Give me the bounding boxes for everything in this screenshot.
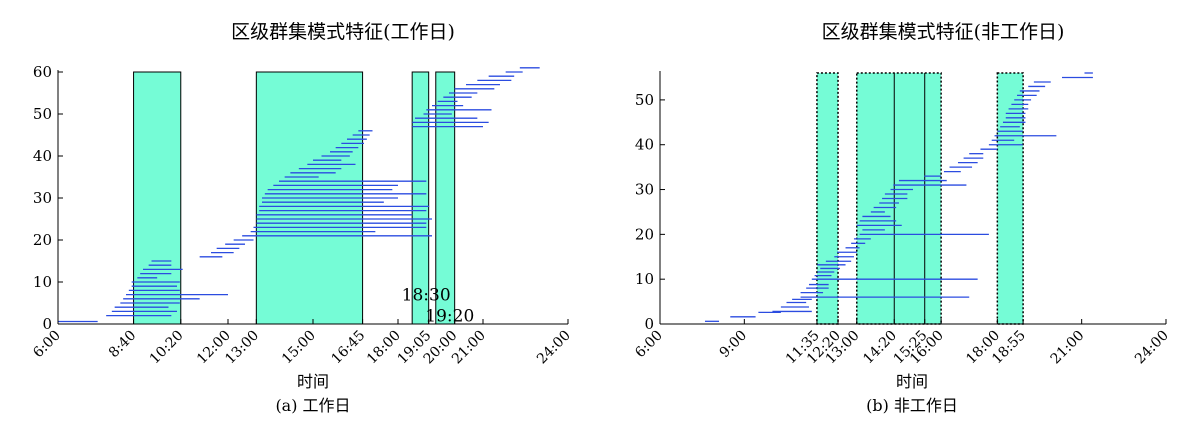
- y-tick-label: 50: [33, 105, 52, 123]
- y-tick-label: 40: [635, 136, 654, 154]
- x-axis-label: 时间: [297, 372, 329, 391]
- highlight-period: [816, 72, 839, 325]
- x-tick-label: 10:20: [147, 328, 187, 368]
- x-tick-label: 16:45: [329, 328, 369, 368]
- y-tick-label: 0: [42, 315, 52, 333]
- y-tick-label: 0: [644, 315, 654, 333]
- y-tick-label: 30: [33, 189, 52, 207]
- y-tick-label: 40: [33, 147, 52, 165]
- chart-title: 区级群集模式特征(工作日): [231, 21, 455, 43]
- highlight-group: [816, 72, 1024, 325]
- chart-caption: (a) 工作日: [275, 396, 350, 415]
- segment-group: [58, 67, 540, 323]
- y-tick-label: 20: [635, 225, 654, 243]
- annotation-label: 19:20: [425, 307, 474, 327]
- panel-workday: 区级群集模式特征(工作日) 0 10 20 30 40 50 60 6:00 8:40 10:20…: [30, 21, 574, 415]
- y-tick-label: 50: [635, 91, 654, 109]
- x-tick-label: 18:00: [364, 328, 404, 368]
- chart-title: 区级群集模式特征(非工作日): [822, 21, 1065, 43]
- annotation-label: 18:30: [402, 286, 451, 306]
- highlight-period: [996, 72, 1024, 325]
- y-tick-label: 30: [635, 181, 654, 199]
- x-tick-label: 8:40: [106, 328, 140, 362]
- segment-group: [704, 72, 1093, 322]
- x-tick-label: 6:00: [30, 328, 64, 362]
- y-tick-label: 10: [635, 270, 654, 288]
- x-tick-label: 15:00: [279, 328, 319, 368]
- x-tick-label: 24:00: [534, 328, 574, 368]
- x-axis-label: 时间: [896, 372, 928, 391]
- highlight-group: [133, 71, 456, 325]
- y-tick-label: 10: [33, 273, 52, 291]
- y-tick-label: 60: [33, 63, 52, 81]
- chart-caption: (b) 非工作日: [866, 396, 958, 415]
- x-tick-label: 14:20: [860, 328, 900, 368]
- x-tick-label: 21:00: [1048, 328, 1088, 368]
- x-tick-label: 9:00: [717, 328, 751, 362]
- x-tick-label: 24:00: [1132, 328, 1172, 368]
- x-tick-label: 6:00: [632, 328, 666, 362]
- y-tick-label: 20: [33, 231, 52, 249]
